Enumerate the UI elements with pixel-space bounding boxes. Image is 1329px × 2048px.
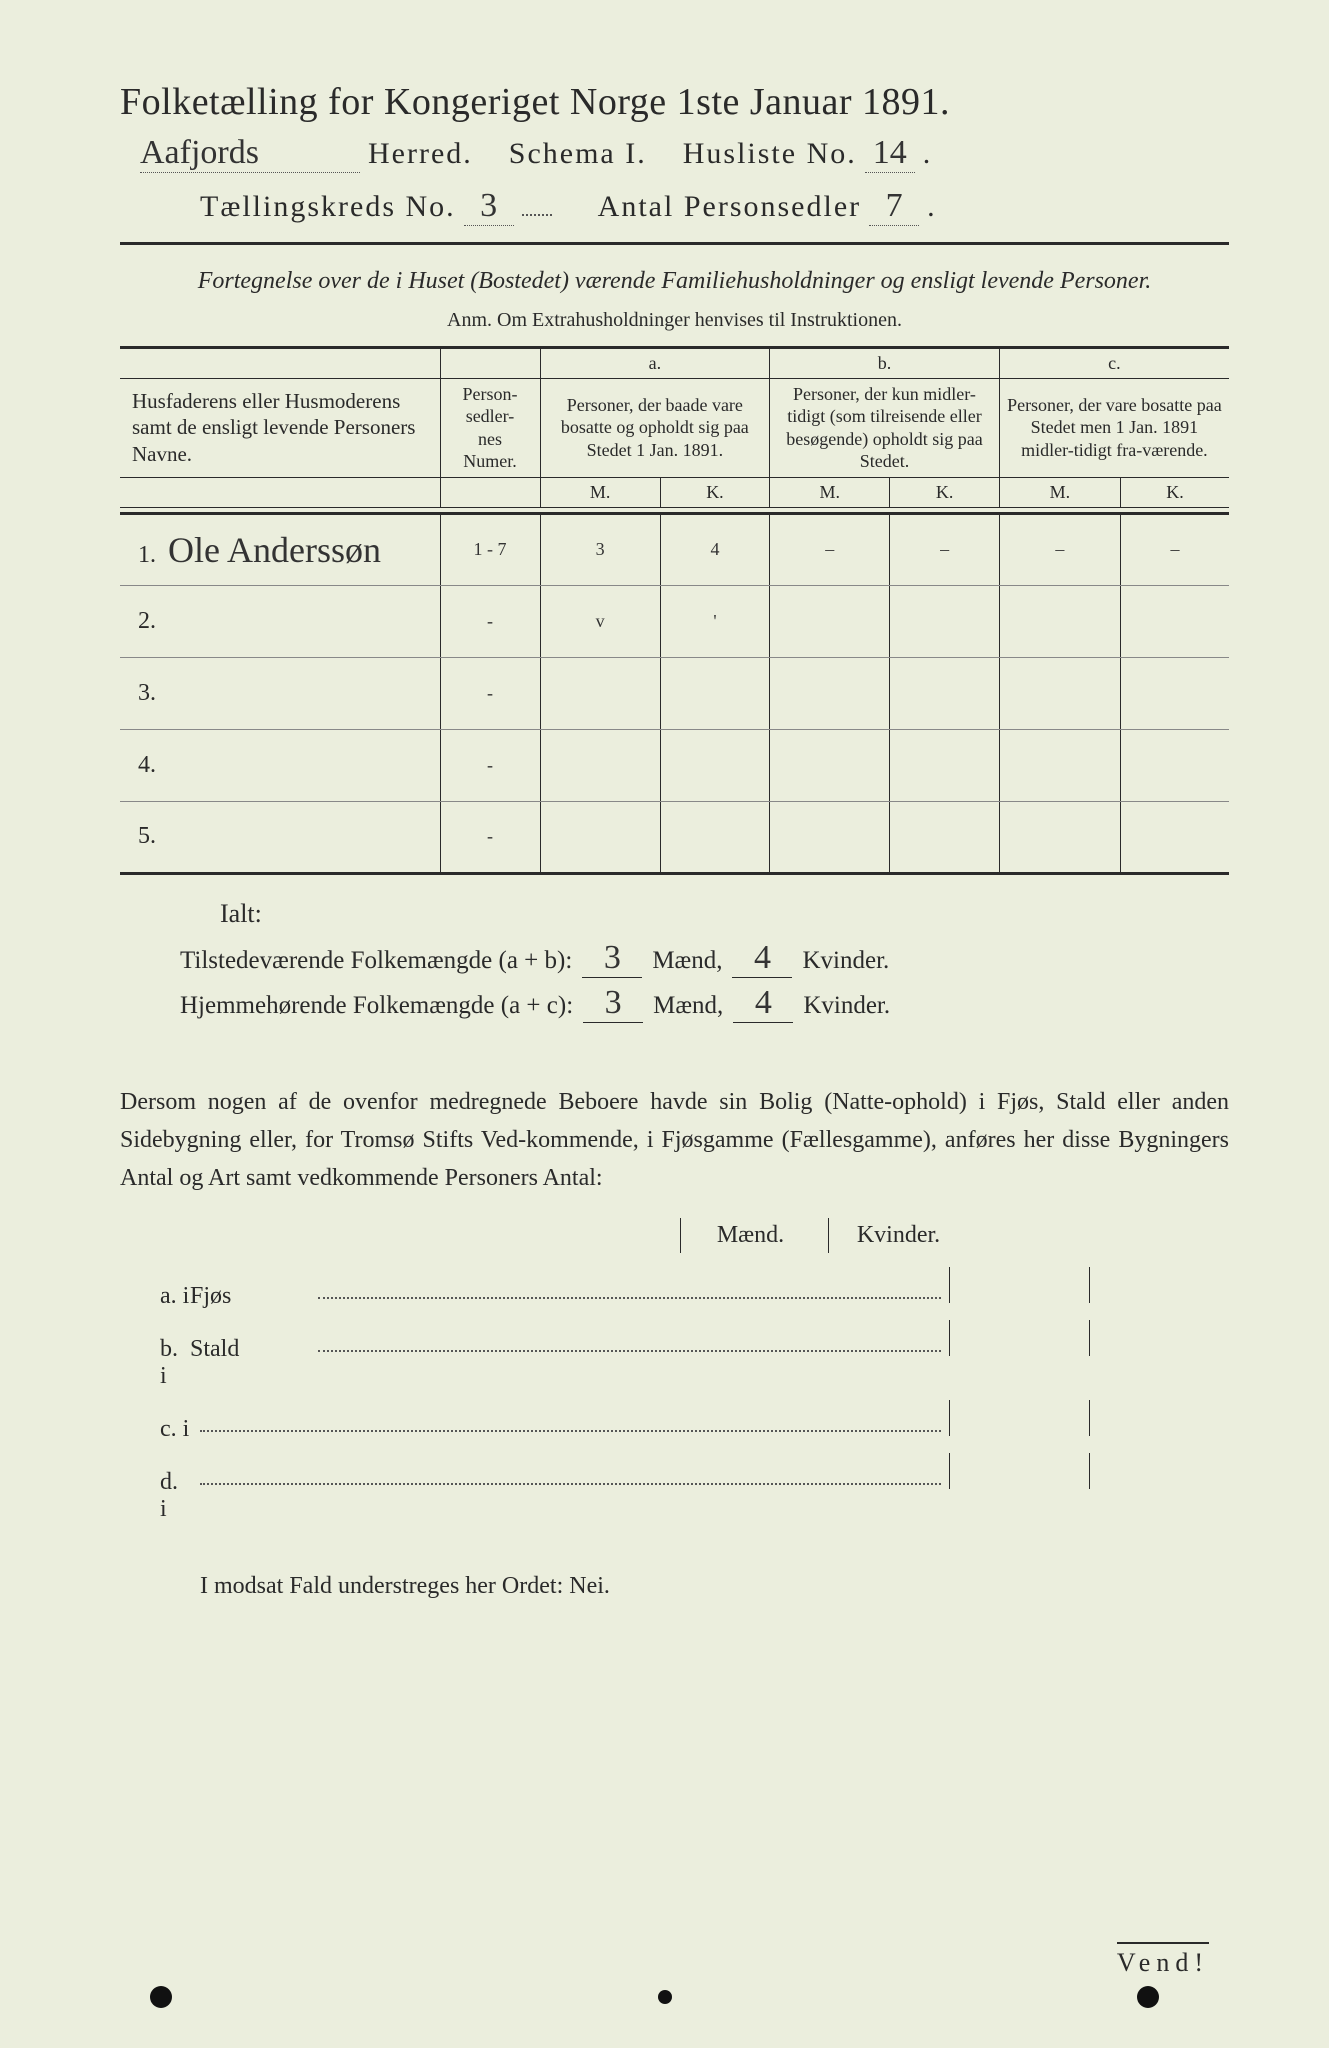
punch-hole-icon <box>1137 1986 1159 2008</box>
row1-numer: 1 - 7 <box>440 513 540 585</box>
row1-ak: 4 <box>660 513 769 585</box>
ialt-label: Ialt: <box>220 899 1229 929</box>
a-k: K. <box>660 477 769 507</box>
husliste-value: 14 <box>865 134 915 173</box>
punch-hole-icon <box>658 1990 672 2004</box>
maend-col: Mænd. <box>680 1218 820 1253</box>
b-k: K. <box>890 477 999 507</box>
ac-k: 4 <box>733 984 793 1023</box>
vend-label: Vend! <box>1117 1942 1209 1978</box>
punch-hole-icon <box>150 1986 172 2008</box>
col-name-header: Husfaderens eller Husmoderens samt de en… <box>120 378 440 477</box>
totals-ab: Tilstedeværende Folkemængde (a + b): 3 M… <box>180 939 1229 978</box>
husliste-label: Husliste No. <box>683 137 857 171</box>
sub-row: c. i <box>120 1400 1229 1443</box>
ab-label: Tilstedeværende Folkemængde (a + b): <box>180 947 572 975</box>
anm-text: Anm. Om Extrahusholdninger henvises til … <box>120 309 1229 332</box>
table-row: 2. - v ' <box>120 585 1229 657</box>
c-m: M. <box>999 477 1120 507</box>
schema-label: Schema I. <box>509 137 647 171</box>
row1-bm: – <box>770 513 890 585</box>
col-a-header: Personer, der baade vare bosatte og opho… <box>540 378 770 477</box>
kvinder-col: Kvinder. <box>828 1218 968 1253</box>
row1-cm: – <box>999 513 1120 585</box>
col-numer-header: Person- sedler- nes Numer. <box>440 378 540 477</box>
antal-label: Antal Personsedler <box>598 190 861 224</box>
col-b-header: Personer, der kun midler-tidigt (som til… <box>770 378 1000 477</box>
mk-header: Mænd. Kvinder. <box>680 1218 1229 1253</box>
census-form-page: Folketælling for Kongeriget Norge 1ste J… <box>0 0 1329 2048</box>
ab-m: 3 <box>582 939 642 978</box>
sub-row: d. i <box>120 1453 1229 1523</box>
ac-m: 3 <box>583 984 643 1023</box>
ab-k: 4 <box>732 939 792 978</box>
table-row: 1. Ole Anderssøn 1 - 7 3 4 – – – – <box>120 513 1229 585</box>
table-row: 4. - <box>120 729 1229 801</box>
row1-am: 3 <box>540 513 660 585</box>
table-row: 5. - <box>120 801 1229 873</box>
kreds-label: Tællingskreds No. <box>200 190 456 224</box>
b-m: M. <box>770 477 890 507</box>
col-c-header: Personer, der vare bosatte paa Stedet me… <box>999 378 1229 477</box>
row1-bk: – <box>890 513 999 585</box>
row1-name: Ole Anderssøn <box>168 530 381 570</box>
antal-value: 7 <box>869 187 919 226</box>
outbuilding-table: a. i Fjøs b. i Stald c. i d. i <box>120 1267 1229 1523</box>
ac-label: Hjemmehørende Folkemængde (a + c): <box>180 992 573 1020</box>
row1-ck: – <box>1120 513 1229 585</box>
col-a-label: a. <box>540 347 770 378</box>
herred-value: Aafjords <box>140 134 360 173</box>
page-title: Folketælling for Kongeriget Norge 1ste J… <box>120 80 1229 124</box>
header-line-3: Tællingskreds No. 3 Antal Personsedler 7… <box>120 187 1229 226</box>
census-table: a. b. c. Husfaderens eller Husmoderens s… <box>120 346 1229 875</box>
c-k: K. <box>1120 477 1229 507</box>
outbuilding-paragraph: Dersom nogen af de ovenfor medregnede Be… <box>120 1083 1229 1198</box>
sub-row: a. i Fjøs <box>120 1267 1229 1310</box>
intro-text: Fortegnelse over de i Huset (Bostedet) v… <box>120 265 1229 299</box>
col-c-label: c. <box>999 347 1229 378</box>
sub-row: b. i Stald <box>120 1320 1229 1390</box>
period2: . <box>927 190 935 224</box>
divider <box>120 242 1229 245</box>
col-b-label: b. <box>770 347 1000 378</box>
a-m: M. <box>540 477 660 507</box>
period: . <box>923 137 931 171</box>
table-row: 3. - <box>120 657 1229 729</box>
header-line-2: Aafjords Herred. Schema I. Husliste No. … <box>120 134 1229 173</box>
herred-label: Herred. <box>368 137 473 171</box>
totals-ac: Hjemmehørende Folkemængde (a + c): 3 Mæn… <box>180 984 1229 1023</box>
nei-line: I modsat Fald understreges her Ordet: Ne… <box>200 1573 1229 1600</box>
kreds-value: 3 <box>464 187 514 226</box>
